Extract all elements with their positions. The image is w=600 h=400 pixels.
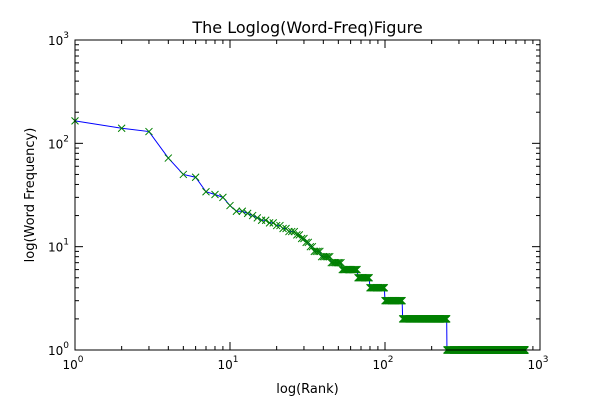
data-point-marker [269,219,278,227]
x-tick-label: 101 [217,355,238,372]
y-tick-label-base: 10 [48,344,63,358]
data-point-marker [364,273,373,282]
y-tick-label-base: 10 [48,137,63,151]
plot-area [75,40,540,350]
data-point-marker [295,231,304,239]
y-tick-label-exponent: 2 [63,134,69,144]
y-tick-label: 103 [48,31,69,48]
x-tick-label-base: 10 [372,358,387,372]
x-tick-label: 100 [62,355,83,372]
y-tick-label: 100 [48,341,69,358]
data-point-marker [352,265,360,274]
y-tick-label-base: 10 [48,34,63,48]
data-point-marker [361,273,370,282]
data-point-marker [442,315,451,323]
data-point-marker [238,207,247,216]
data-point-marker [226,201,234,210]
y-tick-label: 101 [48,238,69,255]
x-tick-label: 103 [527,355,548,372]
x-tick-label-exponent: 0 [78,355,84,365]
data-point-marker [362,273,371,282]
data-point-marker [376,283,385,292]
y-tick-label-exponent: 3 [63,31,69,41]
data-point-marker [334,258,343,267]
data-point-marker [211,190,219,199]
x-tick-label-base: 10 [62,358,77,372]
data-point-marker [248,211,257,220]
data-point-marker [253,214,262,222]
plot-frame [74,39,541,351]
data-point-marker [243,209,252,218]
y-tick-label-exponent: 1 [63,238,69,248]
data-point-marker [279,224,287,233]
data-point-marker [145,127,153,136]
x-tick-label-base: 10 [527,358,542,372]
chart-title: The Loglog(Word-Freq)Figure [191,18,422,37]
x-tick-label-exponent: 3 [543,355,549,365]
data-point-marker [202,187,210,196]
data-point-marker [219,193,227,202]
y-axis-label: log(Word Frequency) [23,128,38,263]
data-point-marker [285,227,293,236]
y-tick-label-base: 10 [48,241,63,255]
x-tick-label: 102 [372,355,393,372]
y-tick-label-exponent: 0 [63,341,69,351]
data-point-marker [350,265,358,274]
data-point-marker [325,252,334,261]
data-point-marker [164,154,173,162]
data-point-marker [365,273,373,282]
data-point-marker [261,216,270,225]
x-tick-label-exponent: 2 [388,355,394,365]
data-point-marker [117,124,126,133]
data-point-marker [306,242,315,251]
data-point-marker [335,258,344,267]
data-point-marker [287,227,296,236]
data-point-marker [293,231,301,239]
data-point-marker [310,247,319,256]
data-point-marker [308,242,317,251]
data-point-marker [337,258,345,267]
data-point-marker [290,227,299,236]
x-tick-label-exponent: 1 [233,355,239,365]
data-point-marker [179,170,188,179]
data-point-marker [232,207,241,216]
x-tick-label-base: 10 [217,358,232,372]
data-point-marker [322,252,331,261]
data-point-marker [265,219,274,227]
data-point-marker [363,273,372,282]
y-tick-label: 102 [48,134,69,151]
data-point-marker [380,283,389,292]
data-point-marker [272,221,281,230]
data-point-marker [324,252,333,261]
data-point-marker [398,296,406,305]
data-point-marker [191,173,200,182]
data-point-marker [353,265,361,274]
x-axis-label: log(Rank) [276,382,338,397]
data-point-marker [351,265,359,274]
